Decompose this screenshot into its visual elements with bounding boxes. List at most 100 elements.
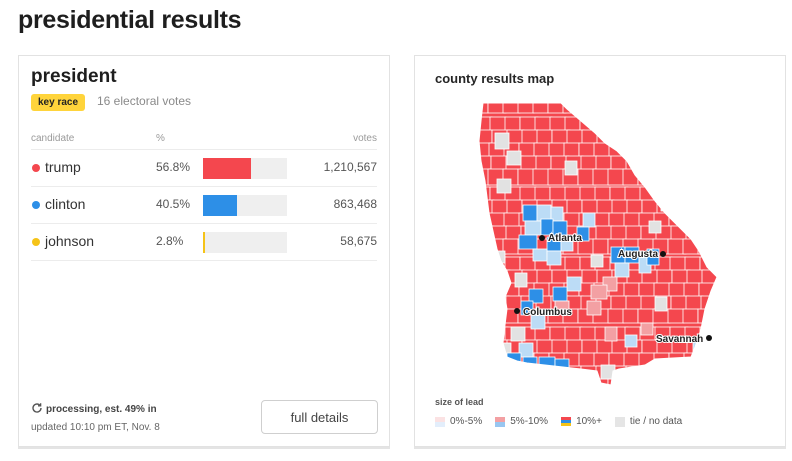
county-tile [479, 378, 489, 385]
county-tile [712, 378, 717, 385]
county-tile [637, 103, 655, 114]
county-tile [652, 103, 669, 114]
county-tile [609, 116, 627, 133]
legend-item-5-10: 5%-10% [495, 416, 548, 427]
county-tile [682, 103, 701, 114]
county-tile [714, 326, 717, 343]
county-tile [713, 282, 717, 299]
legend-item-0-5: 0%-5% [435, 416, 482, 427]
county-tile [670, 155, 690, 172]
county-tile [594, 186, 611, 202]
county-tile [701, 269, 717, 285]
county-tile [532, 168, 551, 186]
county-tile [697, 308, 717, 324]
county-tile [604, 326, 618, 342]
county-tile [496, 178, 512, 194]
county-tile [652, 168, 671, 186]
county-tile [536, 269, 553, 285]
vote-share-bar [203, 158, 287, 179]
georgia-county-map[interactable]: Atlanta Augusta Columbus Savannah [455, 101, 725, 387]
county-tile [492, 250, 506, 264]
county-tile [548, 142, 566, 158]
candidate-row-clinton: clinton 40.5% 863,468 [31, 186, 377, 223]
county-tile [532, 378, 549, 385]
county-tile [682, 238, 701, 255]
county-tile [698, 352, 716, 368]
county-tile [533, 142, 552, 158]
county-tile [611, 129, 631, 147]
map-legend: 0%-5% 5%-10% 10%+ tie / no data [435, 416, 695, 427]
county-tile [715, 295, 717, 313]
county-tile [701, 339, 717, 357]
full-details-button[interactable]: full details [261, 400, 378, 434]
county-tile [654, 296, 668, 312]
county-tile [479, 352, 490, 368]
county-tile [576, 226, 590, 242]
county-tile [715, 225, 717, 241]
county-tile [586, 300, 602, 316]
county-tile [623, 142, 640, 158]
county-tile [610, 225, 628, 241]
county-tile [714, 186, 717, 202]
county-tile [566, 276, 582, 292]
vote-share-fill [203, 195, 238, 216]
county-tile [490, 365, 508, 382]
updated-timestamp: updated 10:10 pm ET, Nov. 8 [31, 422, 160, 433]
county-tile [686, 199, 703, 216]
legend-title: size of lead [435, 397, 484, 407]
county-tile [564, 160, 578, 176]
county-tile [607, 308, 625, 324]
county-tile [535, 365, 554, 382]
trump-color-dot [32, 164, 40, 172]
county-tile [554, 358, 570, 372]
county-tile [594, 116, 613, 133]
legend-label: tie / no data [629, 416, 683, 427]
county-tile [562, 382, 578, 385]
county-tile [698, 142, 717, 158]
county-tile [667, 308, 685, 324]
county-tile [595, 225, 614, 241]
county-tile [510, 366, 526, 382]
county-tile [712, 308, 717, 324]
county-tile [488, 282, 506, 299]
augusta-label: Augusta [618, 249, 658, 260]
county-tile [530, 314, 546, 330]
county-tile [479, 339, 495, 357]
county-tile [622, 168, 639, 186]
johnson-color-dot [32, 238, 40, 246]
county-tile [505, 365, 522, 382]
county-tile [714, 116, 717, 133]
county-tile [713, 212, 717, 230]
county-tile [479, 308, 491, 324]
atlanta-label: Atlanta [548, 233, 582, 244]
county-tile [624, 334, 638, 348]
county-tile [607, 378, 627, 385]
county-tile [614, 262, 630, 278]
county-tile [639, 116, 659, 133]
county-tile [479, 365, 494, 382]
county-tile [487, 378, 507, 385]
legend-label: 5%-10% [510, 416, 549, 427]
county-tile [479, 168, 491, 186]
vote-share-fill [203, 232, 206, 253]
city-marker-savannah: Savannah [655, 333, 712, 346]
county-tile [654, 116, 673, 133]
county-tile [502, 378, 521, 385]
candidate-votes: 1,210,567 [323, 160, 377, 174]
county-tile [577, 378, 595, 385]
president-results-card: president key race 16 electoral votes ca… [18, 55, 390, 447]
county-tile [623, 352, 642, 368]
candidate-percent: 40.5% [156, 197, 191, 211]
key-race-badge: key race [31, 94, 86, 111]
percent-column-header: % [156, 133, 165, 144]
candidate-name: trump [45, 159, 81, 175]
county-tile [577, 103, 595, 114]
county-tile [528, 288, 544, 304]
candidate-votes: 863,468 [333, 197, 377, 211]
county-tile [713, 142, 717, 158]
candidate-row-trump: trump 56.8% 1,210,567 [31, 149, 377, 186]
county-tile [712, 168, 717, 186]
county-tile [699, 116, 717, 133]
county-tile [712, 103, 717, 114]
county-tile [700, 225, 717, 241]
